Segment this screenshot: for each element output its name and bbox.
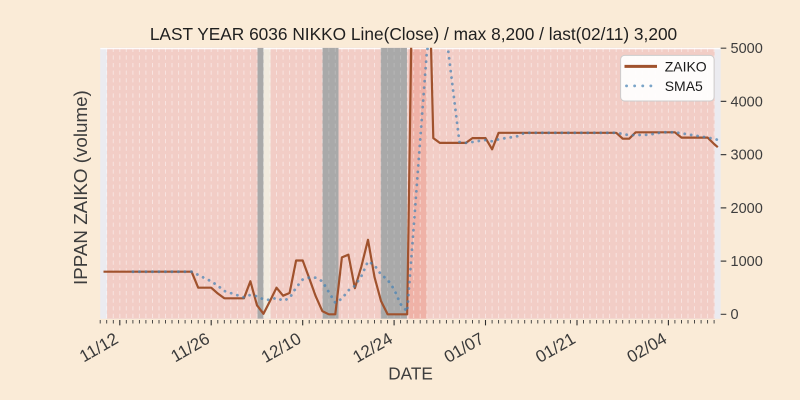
svg-text:LAST YEAR 6036 NIKKO Line(Clos: LAST YEAR 6036 NIKKO Line(Close) / max 8… xyxy=(150,24,677,44)
svg-text:IPPAN ZAIKO (volume): IPPAN ZAIKO (volume) xyxy=(70,90,91,285)
svg-text:4000: 4000 xyxy=(731,94,763,110)
svg-text:0: 0 xyxy=(731,307,739,323)
svg-text:5000: 5000 xyxy=(731,41,763,57)
svg-text:1000: 1000 xyxy=(731,254,763,270)
svg-text:SMA5: SMA5 xyxy=(665,78,703,94)
svg-text:DATE: DATE xyxy=(388,364,433,384)
svg-text:3000: 3000 xyxy=(731,148,763,164)
svg-text:2000: 2000 xyxy=(731,201,763,217)
svg-text:ZAIKO: ZAIKO xyxy=(665,59,707,75)
